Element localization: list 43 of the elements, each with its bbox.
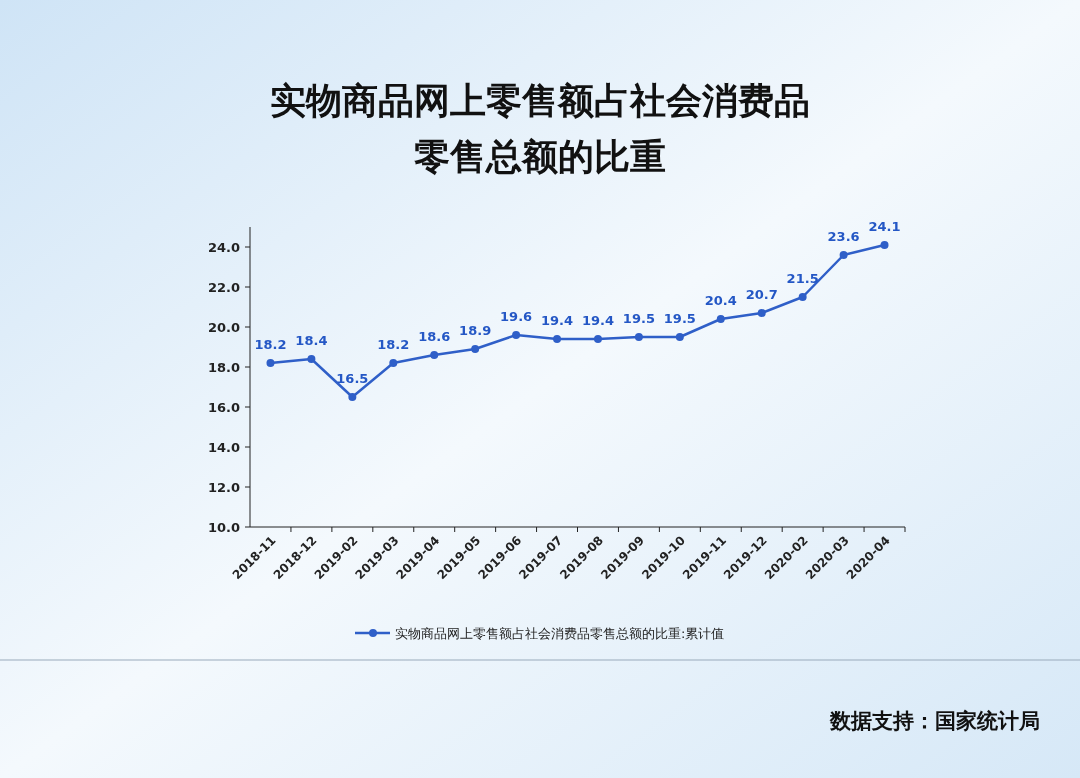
point xyxy=(839,251,848,259)
data-label: 19.5 xyxy=(622,311,655,326)
point xyxy=(512,331,521,339)
y-tick-label: 20.0 xyxy=(207,319,240,335)
point xyxy=(266,359,275,367)
data-label: 19.4 xyxy=(540,313,574,328)
y-tick-label: 16.0 xyxy=(207,399,240,415)
point xyxy=(307,355,316,363)
y-tick-label: 18.0 xyxy=(207,359,240,375)
text: 数据支持：国家统计局 xyxy=(829,709,1040,733)
data-label: 24.1 xyxy=(868,219,901,234)
point xyxy=(593,335,602,343)
point xyxy=(634,333,643,341)
point xyxy=(675,333,684,341)
y-tick-label: 24.0 xyxy=(207,239,240,255)
data-label: 20.7 xyxy=(745,287,778,302)
data-label: 18.2 xyxy=(377,337,410,352)
data-label: 18.9 xyxy=(459,323,492,338)
y-tick-label: 12.0 xyxy=(207,479,240,495)
data-label: 18.6 xyxy=(418,329,451,344)
point xyxy=(471,345,480,353)
data-label: 23.6 xyxy=(827,229,860,244)
y-tick-label: 22.0 xyxy=(207,279,240,295)
point xyxy=(553,335,562,343)
point xyxy=(757,309,766,317)
chart-title: 实物商品网上零售额占社会消费品零售总额的比重 xyxy=(270,80,810,177)
data-label: 19.5 xyxy=(663,311,696,326)
data-label: 18.4 xyxy=(295,333,328,348)
data-label: 20.4 xyxy=(704,293,737,308)
data-label: 18.2 xyxy=(254,337,287,352)
legend-label: 实物商品网上零售额占社会消费品零售总额的比重:累计值 xyxy=(395,625,725,641)
data-label: 21.5 xyxy=(786,271,819,286)
point xyxy=(798,293,807,301)
point xyxy=(880,241,889,249)
point xyxy=(389,359,398,367)
data-label: 19.4 xyxy=(581,313,615,328)
point xyxy=(430,351,439,359)
y-tick-label: 14.0 xyxy=(207,439,240,455)
data-label: 16.5 xyxy=(336,371,369,386)
point xyxy=(348,393,357,401)
point xyxy=(716,315,725,323)
y-tick-label: 10.0 xyxy=(207,519,240,535)
data-label: 19.6 xyxy=(500,309,533,324)
